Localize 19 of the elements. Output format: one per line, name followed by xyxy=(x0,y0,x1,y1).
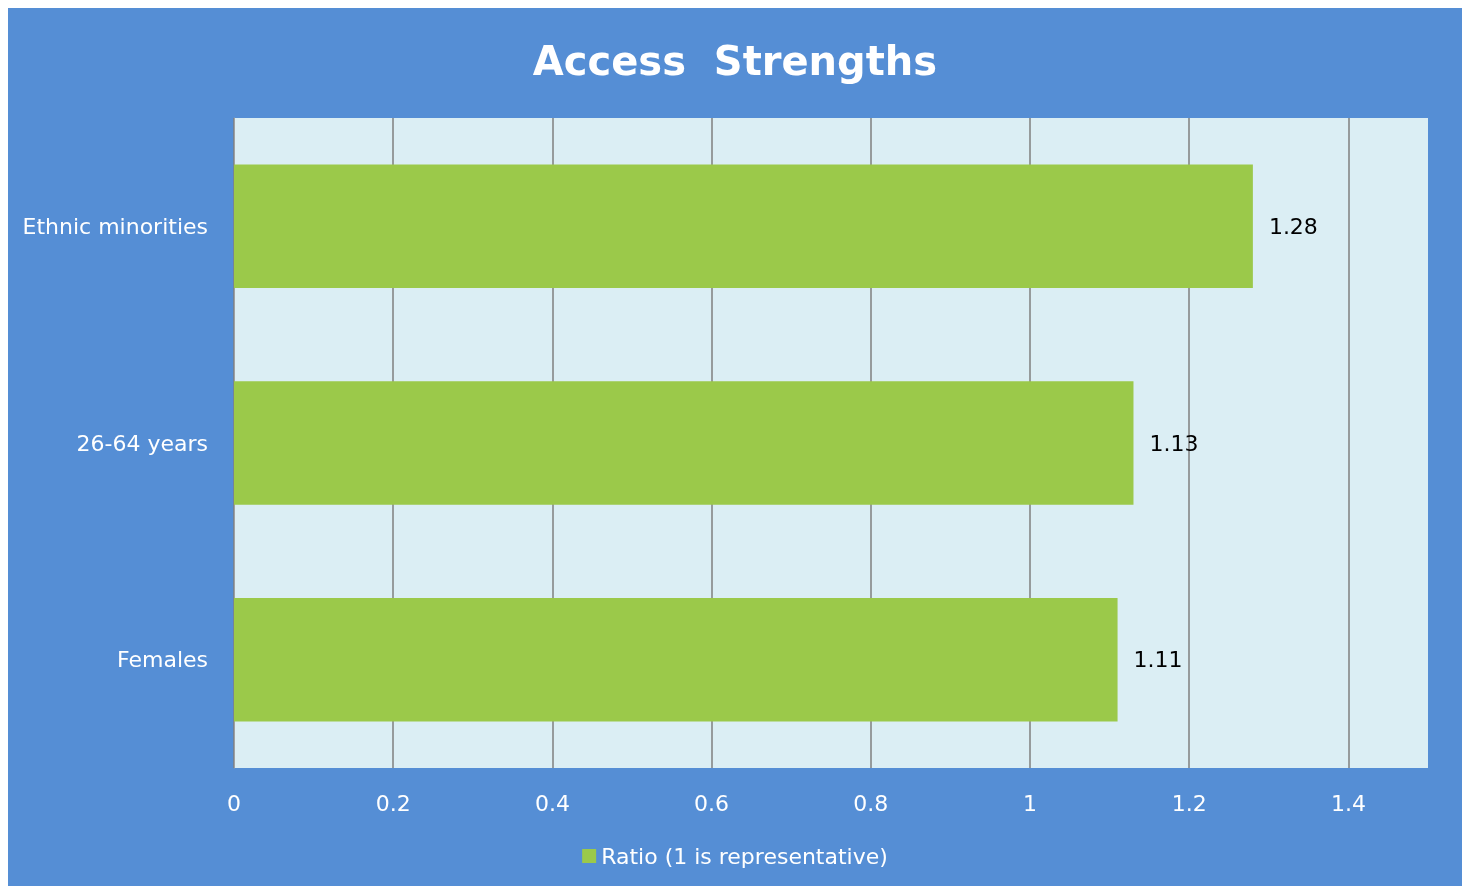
x-tick-label: 0.4 xyxy=(534,790,570,816)
bar xyxy=(234,597,1118,722)
x-tick-label: 1 xyxy=(1023,790,1037,816)
bar xyxy=(234,381,1134,505)
x-tick-label: 0 xyxy=(227,790,241,816)
data-label: 1.28 xyxy=(1268,213,1318,239)
x-tick-label: 0.6 xyxy=(694,790,730,816)
bar xyxy=(234,164,1253,289)
data-label: 1.11 xyxy=(1133,647,1183,673)
chart-title: Access Strengths xyxy=(532,38,938,84)
x-tick-label: 1.2 xyxy=(1171,790,1207,816)
x-tick-label: 0.2 xyxy=(375,790,411,816)
data-label: 1.13 xyxy=(1149,430,1199,456)
x-tick-label: 0.8 xyxy=(853,790,889,816)
x-tick-label: 1.4 xyxy=(1330,790,1366,816)
y-tick-label: Ethnic minorities xyxy=(22,213,208,239)
y-tick-label: Females xyxy=(116,647,208,673)
legend-label: Ratio (1 is representative) xyxy=(601,843,888,869)
y-tick-label: 26-64 years xyxy=(76,430,208,456)
